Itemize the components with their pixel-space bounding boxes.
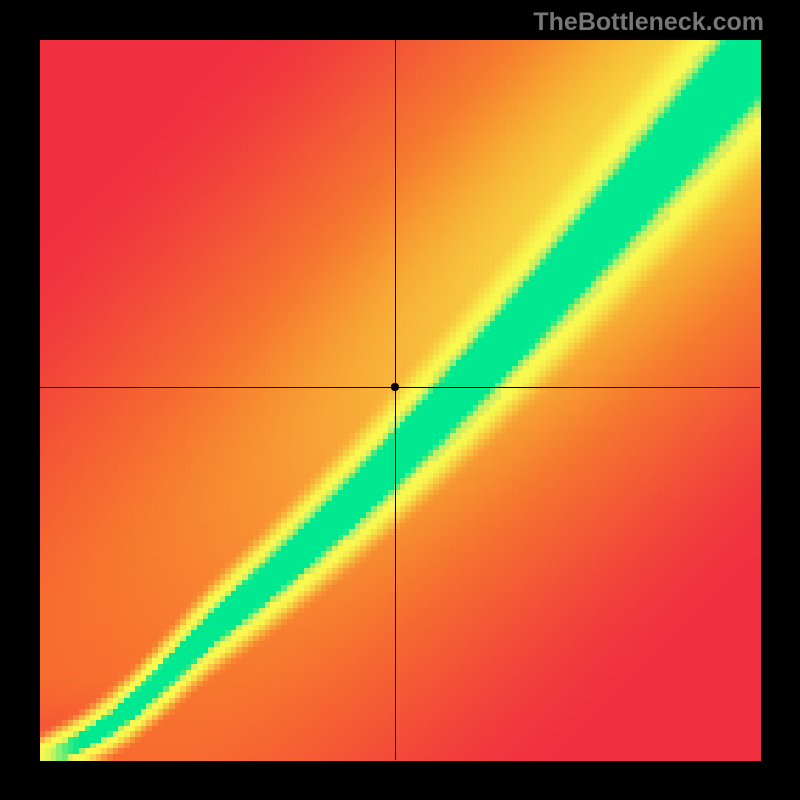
watermark-text: TheBottleneck.com bbox=[533, 8, 764, 37]
bottleneck-heatmap bbox=[0, 0, 800, 800]
